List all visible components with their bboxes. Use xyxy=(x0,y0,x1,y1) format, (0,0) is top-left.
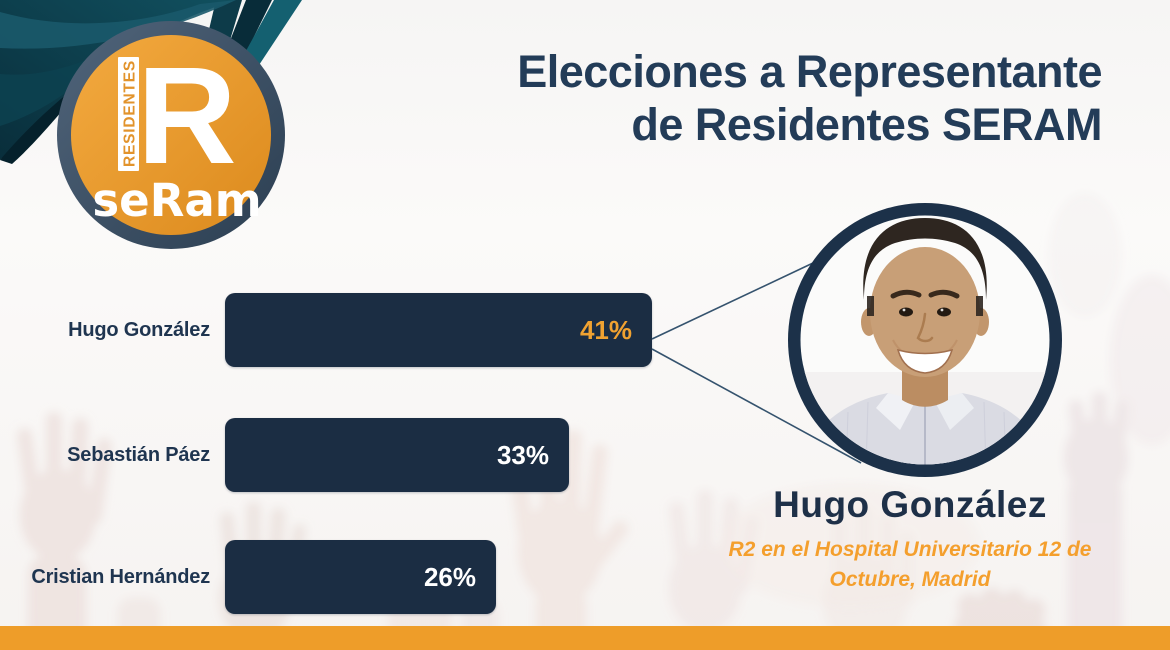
candidate-label: Hugo González xyxy=(68,318,210,341)
candidate-label: Sebastián Páez xyxy=(67,443,210,466)
winner-role-line-1: R2 en el Hospital Universitario 12 de xyxy=(728,538,1092,561)
result-value: 41% xyxy=(579,314,632,345)
seram-residentes-medal-logo: RESIDENTES R seRam xyxy=(0,0,302,249)
logo-letter-stem xyxy=(118,57,139,171)
chart-row: Sebastián Páez 33% xyxy=(0,418,1170,492)
page-title: Elecciones a Representante de Residentes… xyxy=(382,46,1102,151)
winner-caption: Hugo González R2 en el Hospital Universi… xyxy=(640,484,1170,596)
page-title-line-2: de Residentes SERAM xyxy=(631,98,1102,150)
winner-role: R2 en el Hospital Universitario 12 de Oc… xyxy=(640,535,1170,596)
background-blur-shape xyxy=(1049,193,1121,317)
logo-brand-seram: seRam xyxy=(92,174,261,227)
background-blur-shape xyxy=(720,483,980,607)
candidate-label: Cristian Hernández xyxy=(31,565,210,588)
winner-role-line-2: Octubre, Madrid xyxy=(829,568,991,592)
chart-row: Cristian Hernández 26% xyxy=(0,540,1170,614)
chart-row: Hugo González 41% xyxy=(0,293,1170,367)
result-bar: 41% xyxy=(225,293,652,367)
background-hand xyxy=(507,430,629,650)
winner-name: Hugo González xyxy=(773,484,1047,525)
background-blur-shape xyxy=(1110,275,1170,445)
result-value: 33% xyxy=(496,439,549,470)
page-title-line-1: Elecciones a Representante xyxy=(517,46,1102,97)
logo-letter-r: R xyxy=(137,39,237,193)
result-value: 26% xyxy=(423,561,476,592)
footer-accent-bar xyxy=(0,626,1170,650)
result-bar: 33% xyxy=(225,418,569,492)
result-bar: 26% xyxy=(225,540,496,614)
logo-vertical-text: RESIDENTES xyxy=(122,60,139,167)
